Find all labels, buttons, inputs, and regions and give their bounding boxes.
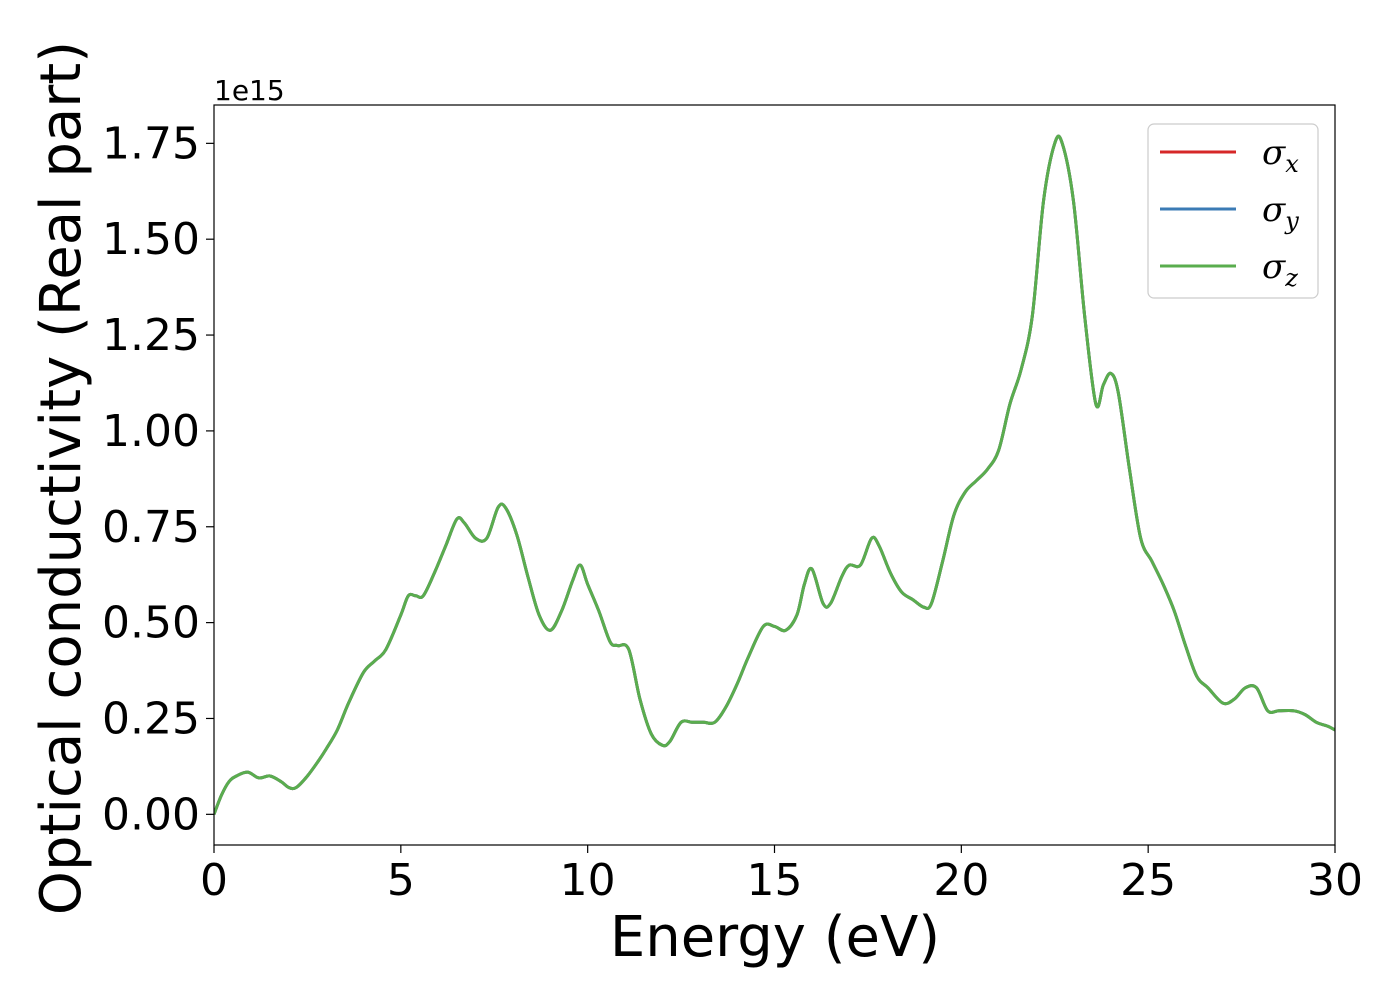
y-tick-label: 0.25 <box>102 693 200 744</box>
y-tick-label: 0.75 <box>102 502 200 553</box>
axes: 0 5 10 15 20 25 30 0.00 0.25 0.50 0.75 1.00 1.25 1.50… <box>102 104 1363 906</box>
x-tick-label: 20 <box>933 855 989 906</box>
y-tick-label: 1.25 <box>102 310 200 361</box>
x-tick-label: 15 <box>747 855 803 906</box>
y-tick-label: 0.50 <box>102 598 200 649</box>
series-line-sigma-z <box>214 134 1335 815</box>
x-tick-label: 10 <box>560 855 616 906</box>
y-tick-label: 1.75 <box>102 118 200 169</box>
x-tick-label: 25 <box>1120 855 1176 906</box>
x-tick-label: 0 <box>200 855 228 906</box>
x-axis-title: Energy (eV) <box>610 905 940 970</box>
y-tick-label: 0.00 <box>102 789 200 840</box>
plot-area <box>214 134 1335 815</box>
y-axis-title: Optical conductivity (Real part) <box>29 41 94 915</box>
y-tick-label: 1.00 <box>102 406 200 457</box>
y-offset-label: 1e15 <box>214 74 285 107</box>
legend-box <box>1147 123 1319 299</box>
x-tick-label: 5 <box>387 855 415 906</box>
y-tick-label: 1.50 <box>102 214 200 265</box>
x-tick-label: 30 <box>1307 855 1363 906</box>
